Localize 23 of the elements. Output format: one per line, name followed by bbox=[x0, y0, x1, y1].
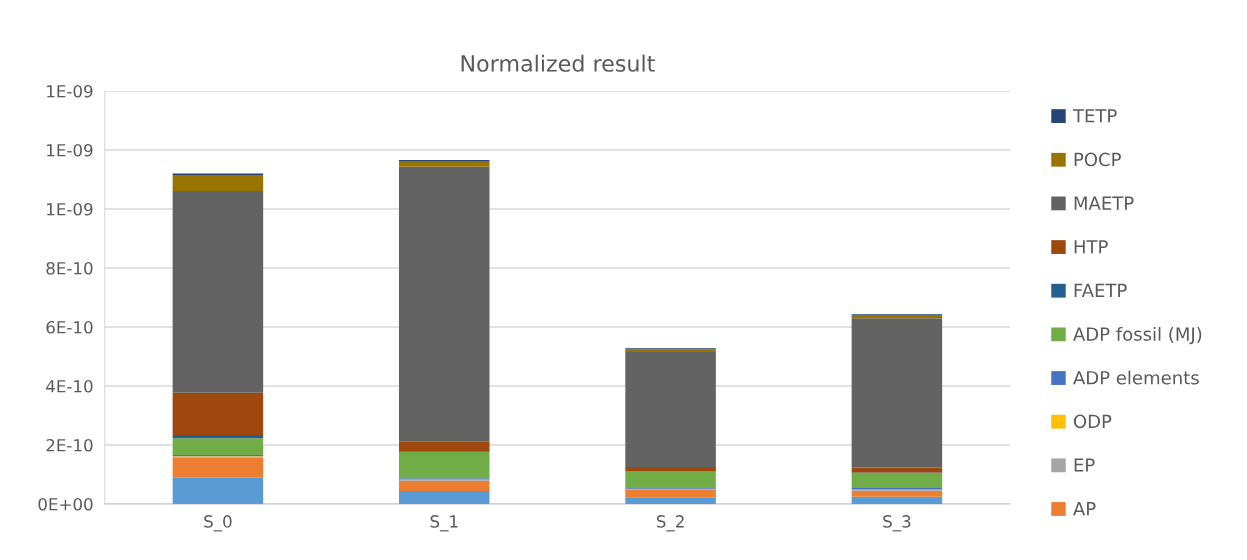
legend-label: AP bbox=[1073, 502, 1096, 516]
legend-label: POCP bbox=[1074, 152, 1121, 167]
x-tick-label: S_2 bbox=[656, 515, 684, 532]
y-tick-label: 8E-10 bbox=[46, 261, 93, 275]
legend-label: HTP bbox=[1074, 240, 1108, 254]
y-tick-label: 1E-09 bbox=[47, 84, 93, 98]
legend-label: FAETP bbox=[1074, 283, 1127, 297]
y-tick-label: 1E-09 bbox=[47, 143, 93, 157]
x-tick-label: S_1 bbox=[430, 515, 458, 532]
x-tick-label: S_3 bbox=[883, 515, 911, 532]
legend-label: ADP elements bbox=[1073, 370, 1199, 385]
chart-title: Normalized result bbox=[461, 54, 655, 72]
legend-label: ODP bbox=[1073, 414, 1112, 429]
legend-label: TETP bbox=[1072, 109, 1117, 123]
y-tick-label: 1E-09 bbox=[47, 202, 93, 216]
legend-label: MAETP bbox=[1074, 196, 1134, 210]
y-tick-label: 4E-10 bbox=[46, 379, 93, 393]
legend-label: ADP fossil (MJ) bbox=[1073, 326, 1202, 345]
y-tick-label: 0E+00 bbox=[38, 497, 93, 511]
y-tick-label: 6E-10 bbox=[46, 320, 93, 334]
y-tick-label: 2E-10 bbox=[46, 438, 93, 452]
x-tick-label: S_0 bbox=[204, 515, 232, 532]
legend-label: EP bbox=[1074, 458, 1095, 472]
